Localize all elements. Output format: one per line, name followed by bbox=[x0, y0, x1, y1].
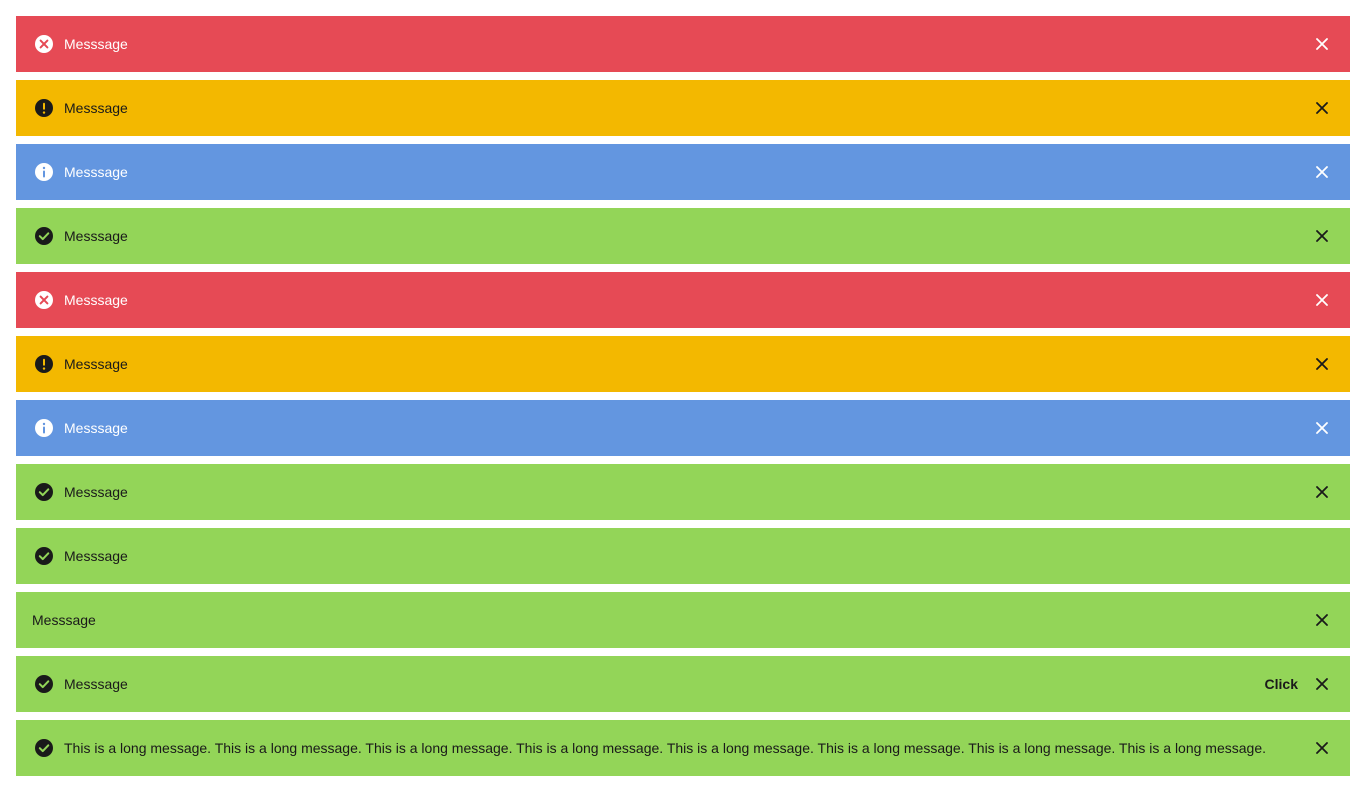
alert-action-button[interactable]: Click bbox=[1264, 676, 1298, 692]
close-icon[interactable] bbox=[1310, 736, 1334, 760]
info-circle-icon bbox=[32, 160, 56, 184]
check-circle-icon bbox=[32, 480, 56, 504]
alert-success-long: This is a long message. This is a long m… bbox=[16, 720, 1350, 776]
alert-message: Messsage bbox=[64, 100, 128, 116]
exclamation-circle-icon bbox=[32, 352, 56, 376]
check-circle-icon bbox=[32, 224, 56, 248]
close-icon[interactable] bbox=[1310, 224, 1334, 248]
alert-message: Messsage bbox=[64, 164, 128, 180]
alert-list: Messsage Messsage Messsage Messsage Mess… bbox=[16, 16, 1350, 784]
alert-success-no-close: Messsage bbox=[16, 528, 1350, 584]
alert-message: Messsage bbox=[64, 228, 128, 244]
alert-warning: Messsage bbox=[16, 80, 1350, 136]
alert-danger: Messsage bbox=[16, 272, 1350, 328]
error-circle-icon bbox=[32, 32, 56, 56]
alert-info: Messsage bbox=[16, 400, 1350, 456]
close-icon[interactable] bbox=[1310, 672, 1334, 696]
check-circle-icon bbox=[32, 544, 56, 568]
info-circle-icon bbox=[32, 416, 56, 440]
alert-danger: Messsage bbox=[16, 16, 1350, 72]
alert-info: Messsage bbox=[16, 144, 1350, 200]
exclamation-circle-icon bbox=[32, 96, 56, 120]
alert-message: Messsage bbox=[64, 356, 128, 372]
close-icon[interactable] bbox=[1310, 480, 1334, 504]
check-circle-icon bbox=[32, 736, 56, 760]
alert-success: Messsage bbox=[16, 208, 1350, 264]
close-icon[interactable] bbox=[1310, 288, 1334, 312]
close-icon[interactable] bbox=[1310, 352, 1334, 376]
alert-success-with-action: Messsage Click bbox=[16, 656, 1350, 712]
close-icon[interactable] bbox=[1310, 160, 1334, 184]
alert-message: Messsage bbox=[64, 676, 128, 692]
close-icon[interactable] bbox=[1310, 608, 1334, 632]
alert-message: Messsage bbox=[64, 292, 128, 308]
close-icon[interactable] bbox=[1310, 416, 1334, 440]
alert-warning: Messsage bbox=[16, 336, 1350, 392]
alert-message: This is a long message. This is a long m… bbox=[64, 740, 1267, 756]
alert-message: Messsage bbox=[64, 36, 128, 52]
alert-success-no-icon: Messsage bbox=[16, 592, 1350, 648]
alert-message: Messsage bbox=[32, 612, 96, 628]
close-icon[interactable] bbox=[1310, 32, 1334, 56]
alert-message: Messsage bbox=[64, 484, 128, 500]
alert-message: Messsage bbox=[64, 420, 128, 436]
error-circle-icon bbox=[32, 288, 56, 312]
close-icon[interactable] bbox=[1310, 96, 1334, 120]
alert-success: Messsage bbox=[16, 464, 1350, 520]
check-circle-icon bbox=[32, 672, 56, 696]
alert-message: Messsage bbox=[64, 548, 128, 564]
